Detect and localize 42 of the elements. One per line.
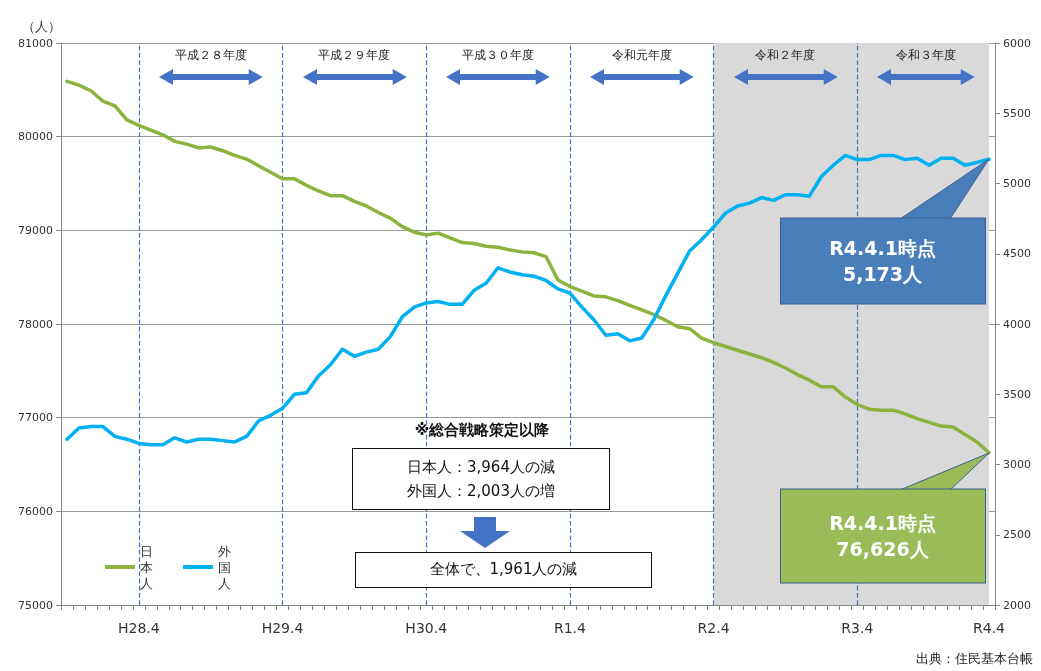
y2-tick-label: 3000	[1003, 458, 1031, 471]
annotation: ※総合戦略策定以降	[413, 421, 551, 440]
x-tick-label: H29.4	[261, 620, 304, 636]
y2-tick-label: 2500	[1003, 528, 1031, 542]
y2-tick-label: 5000	[1003, 177, 1031, 190]
annotation: 外国人：2,003人の増	[406, 481, 556, 502]
x-tick-label: R1.4	[553, 620, 586, 636]
x-tick-label: R2.4	[697, 620, 730, 636]
source-note: 出典：住民基本台帳	[916, 650, 1033, 668]
annotation: 平成２８年度	[173, 47, 248, 64]
annotation: 令和２年度	[754, 47, 817, 64]
y2-tick-label: 3500	[1003, 387, 1031, 401]
line-series	[65, 153, 991, 447]
legend-label: 外国人	[218, 543, 231, 591]
y-tick-label: 76000	[18, 504, 53, 518]
text-box: 全体で、1,961人の減	[355, 552, 652, 588]
annotation: R4.4.1時点 76,626人	[780, 488, 985, 583]
y2-tick-label: 2000	[1003, 598, 1031, 612]
annotation: 平成２９年度	[317, 47, 392, 64]
y-tick-label: 79000	[18, 223, 53, 237]
annotation: 令和元年度	[610, 47, 673, 64]
y2-tick-label: 6000	[1003, 36, 1031, 50]
x-tick-label: H30.4	[405, 620, 448, 636]
y2-tick-label: 4000	[1003, 317, 1031, 331]
line-series	[65, 79, 991, 455]
x-tick-label: R3.4	[841, 620, 874, 636]
y-tick-label: 75000	[18, 598, 53, 612]
y2-tick-label: 5500	[1003, 106, 1031, 120]
annotation: 平成３０年度	[461, 47, 536, 64]
y-axis-title: （人）	[22, 19, 61, 34]
y-tick-label: 77000	[18, 411, 53, 425]
y-tick-label: 80000	[18, 130, 53, 144]
y2-tick-label: 4500	[1003, 247, 1031, 261]
x-tick-label: H28.4	[117, 620, 160, 636]
annotation: R4.4.1時点 5,173人	[780, 218, 985, 305]
x-tick-label: R4.4	[973, 620, 1006, 636]
legend-label: 日本人	[140, 543, 153, 591]
annotation: 令和３年度	[895, 47, 958, 64]
annotation: 日本人：3,964人の減	[406, 457, 556, 478]
y-tick-label: 81000	[18, 36, 53, 50]
y-tick-label: 78000	[18, 317, 53, 331]
text-box: 日本人：3,964人の減 外国人：2,003人の増	[352, 448, 610, 510]
